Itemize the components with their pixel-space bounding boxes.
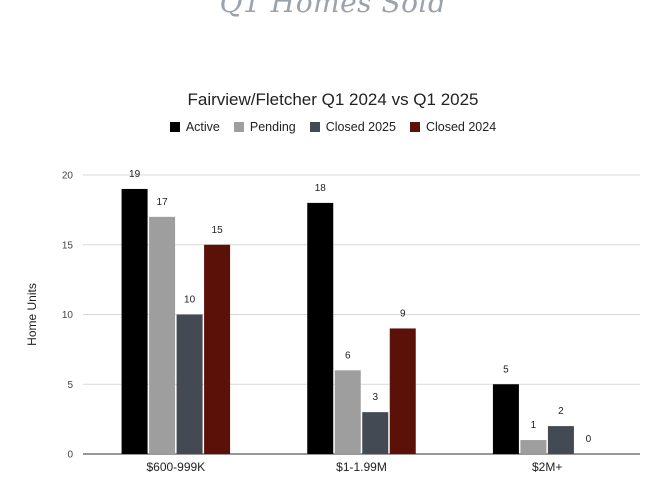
page-heading: Q1 Homes Sold bbox=[219, 0, 447, 19]
legend-label-closed-2025: Closed 2025 bbox=[325, 120, 396, 134]
legend-item-pending: Pending bbox=[233, 120, 296, 134]
bar bbox=[362, 412, 389, 454]
chart-legend: Active Pending Closed 2025 Closed 2024 bbox=[0, 120, 666, 134]
legend-swatch-pending bbox=[233, 122, 244, 132]
category-label: $600-999K bbox=[146, 460, 205, 474]
bar-value-label: 3 bbox=[372, 392, 378, 403]
y-tick-label: 15 bbox=[62, 240, 74, 251]
bar-value-label: 10 bbox=[184, 295, 196, 306]
bar bbox=[176, 314, 203, 454]
bar bbox=[334, 370, 361, 454]
chart-title: Fairview/Fletcher Q1 2024 vs Q1 2025 bbox=[187, 90, 479, 109]
bar-value-label: 15 bbox=[212, 225, 224, 236]
bar bbox=[492, 384, 519, 454]
category-label: $1-1.99M bbox=[336, 460, 387, 474]
y-tick-label: 5 bbox=[67, 380, 73, 391]
bar bbox=[547, 426, 574, 454]
y-tick-label: 20 bbox=[62, 171, 74, 182]
bar bbox=[520, 440, 547, 454]
legend-label-pending: Pending bbox=[249, 120, 296, 134]
bar-value-label: 2 bbox=[558, 406, 564, 417]
legend-label-closed-2024: Closed 2024 bbox=[425, 120, 497, 134]
bar-value-label: 18 bbox=[315, 183, 327, 194]
legend-item-closed-2024: Closed 2024 bbox=[409, 120, 497, 134]
bar-value-label: 1 bbox=[531, 420, 537, 431]
legend-swatch-closed-2024 bbox=[409, 122, 420, 132]
legend-swatch-active bbox=[169, 122, 180, 132]
legend-item-closed-2025: Closed 2025 bbox=[309, 120, 396, 134]
bar bbox=[149, 216, 176, 454]
y-tick-label: 10 bbox=[62, 310, 74, 321]
bar-value-label: 0 bbox=[586, 434, 592, 445]
bar-value-label: 5 bbox=[503, 364, 509, 375]
legend-item-active: Active bbox=[169, 120, 220, 134]
bar bbox=[389, 328, 416, 454]
legend-label-active: Active bbox=[185, 120, 220, 134]
bar-value-label: 6 bbox=[345, 350, 351, 361]
legend-swatch-closed-2025 bbox=[309, 122, 320, 132]
bar-value-label: 9 bbox=[400, 308, 406, 319]
y-tick-label: 0 bbox=[67, 450, 73, 461]
bar-value-label: 17 bbox=[157, 197, 169, 208]
y-axis-title: Home Units bbox=[25, 283, 39, 346]
category-label: $2M+ bbox=[532, 460, 562, 474]
bar bbox=[204, 244, 231, 454]
bar bbox=[121, 188, 148, 454]
bar-value-label: 19 bbox=[129, 169, 141, 180]
bar bbox=[307, 202, 334, 454]
